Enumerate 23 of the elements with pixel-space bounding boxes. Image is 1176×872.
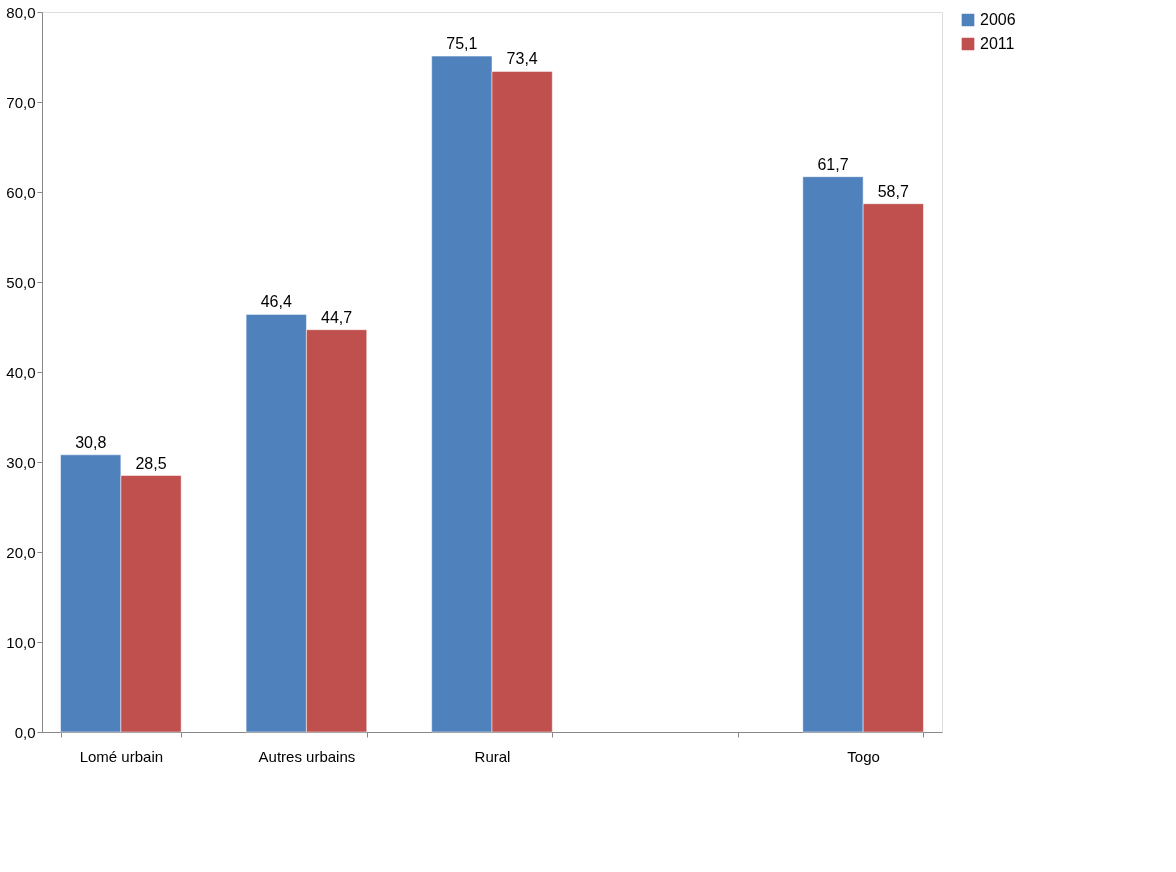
data-label: 75,1: [446, 35, 478, 53]
y-tick-label: 0,0: [14, 723, 36, 741]
data-label: 73,4: [506, 50, 538, 68]
x-tick-label: Rural: [474, 747, 511, 765]
y-tick-label: 80,0: [6, 3, 36, 21]
y-tick-label: 40,0: [6, 363, 36, 381]
y-tick-label: 20,0: [6, 543, 36, 561]
y-tick-label: 50,0: [6, 273, 36, 291]
x-tick-label: Lomé urbain: [79, 747, 164, 765]
y-tick-label: 30,0: [6, 453, 36, 471]
data-label: 44,7: [321, 308, 353, 326]
data-label: 30,8: [75, 433, 107, 451]
data-label: 61,7: [817, 155, 849, 173]
y-tick-label: 60,0: [6, 183, 36, 201]
x-tick-label: Togo: [847, 747, 880, 765]
legend-label: 2011: [980, 35, 1015, 52]
data-label: 46,4: [260, 293, 292, 311]
y-tick-label: 10,0: [6, 633, 36, 651]
legend-label: 2006: [980, 11, 1016, 28]
data-label: 58,7: [877, 182, 909, 200]
x-tick-label: Autres urbains: [258, 747, 356, 765]
y-tick-label: 70,0: [6, 93, 36, 111]
data-label: 28,5: [135, 454, 167, 472]
